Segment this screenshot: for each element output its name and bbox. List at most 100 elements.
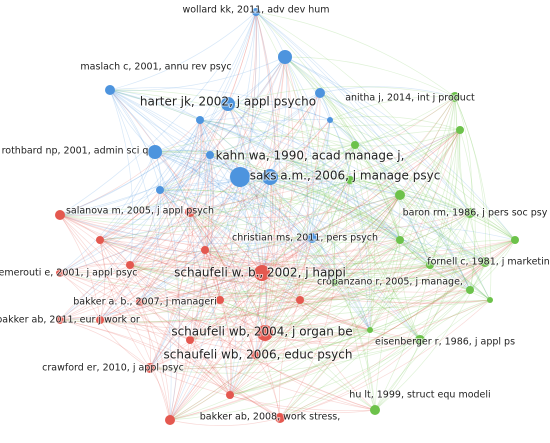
edge xyxy=(229,119,331,396)
edge xyxy=(254,237,313,356)
edge xyxy=(279,96,456,419)
node xyxy=(56,316,64,324)
edge xyxy=(59,92,321,216)
node-label: hu lt, 1999, struct equ modeli xyxy=(349,390,490,401)
edge xyxy=(149,154,211,369)
node-label: kahn wa, 1990, acad manage j, xyxy=(216,149,405,163)
edge xyxy=(229,194,401,396)
node xyxy=(165,415,175,425)
edge xyxy=(199,119,263,274)
edge xyxy=(254,96,456,356)
edge xyxy=(319,92,401,196)
edge xyxy=(129,239,516,278)
node xyxy=(252,8,260,16)
edge xyxy=(209,154,401,241)
edge xyxy=(149,367,171,421)
edge xyxy=(59,119,201,216)
edges xyxy=(59,11,516,426)
edge xyxy=(99,239,221,301)
edge xyxy=(99,239,301,301)
edge xyxy=(129,119,331,266)
edge xyxy=(209,154,237,396)
edge xyxy=(59,176,241,216)
edge xyxy=(139,179,351,303)
edge xyxy=(264,239,401,334)
edge xyxy=(189,211,431,266)
edge xyxy=(204,154,214,251)
edge xyxy=(204,249,371,331)
edge xyxy=(59,129,461,216)
edge xyxy=(311,237,376,411)
edge xyxy=(254,354,376,411)
edge xyxy=(284,56,491,301)
edge xyxy=(269,56,287,178)
edge xyxy=(254,329,371,356)
edge xyxy=(189,299,221,341)
edge xyxy=(229,212,471,396)
edge xyxy=(129,264,431,284)
edge xyxy=(99,239,151,369)
edge xyxy=(284,56,309,301)
edge xyxy=(264,56,294,334)
edge xyxy=(149,129,461,369)
node xyxy=(257,325,273,341)
edge xyxy=(59,56,286,216)
edge xyxy=(239,176,267,334)
edge xyxy=(284,56,516,241)
edge xyxy=(264,237,313,334)
edge xyxy=(219,299,233,396)
node xyxy=(56,269,64,277)
edge xyxy=(329,116,461,131)
node-label: saks a.m., 2006, j manage psyc xyxy=(250,169,441,183)
edge xyxy=(154,151,336,283)
edge xyxy=(269,144,356,178)
node-label: bakker a. b., 2007, j manageri xyxy=(73,297,216,308)
edge xyxy=(99,56,286,321)
edge xyxy=(99,239,171,421)
edge xyxy=(255,11,286,58)
edge xyxy=(59,214,516,257)
edge xyxy=(227,103,516,241)
edge xyxy=(189,272,263,341)
node xyxy=(370,405,380,415)
edge xyxy=(99,239,263,274)
edge xyxy=(349,179,421,341)
edge xyxy=(334,239,401,283)
edge xyxy=(199,119,516,241)
edge xyxy=(204,194,401,251)
edge xyxy=(59,189,161,216)
edge xyxy=(59,318,191,341)
node xyxy=(480,257,490,267)
edge xyxy=(227,103,421,341)
edge xyxy=(227,103,471,291)
edge xyxy=(311,144,356,239)
edge xyxy=(261,239,516,277)
edge xyxy=(329,119,401,196)
edge xyxy=(139,154,211,303)
edge xyxy=(139,194,401,303)
edge xyxy=(149,332,266,369)
edge xyxy=(227,102,331,121)
node xyxy=(55,210,65,220)
edge xyxy=(59,214,263,274)
edge xyxy=(59,103,229,216)
edge xyxy=(159,92,321,191)
edge xyxy=(99,119,201,321)
edge xyxy=(109,89,431,266)
node xyxy=(145,363,155,373)
node xyxy=(196,116,204,124)
edge xyxy=(209,154,336,283)
edge xyxy=(204,249,256,356)
edge xyxy=(334,277,471,291)
edge xyxy=(367,329,376,411)
edge xyxy=(227,103,486,263)
edge xyxy=(229,144,356,396)
edge xyxy=(319,92,516,241)
edge xyxy=(99,11,257,321)
edge xyxy=(279,129,461,419)
node-label: maslach c, 2001, annu rev psyc xyxy=(80,62,231,73)
edge xyxy=(59,319,281,419)
node xyxy=(226,391,234,399)
edge xyxy=(345,179,376,411)
node-label: harter jk, 2002, j appl psycho xyxy=(140,95,316,109)
